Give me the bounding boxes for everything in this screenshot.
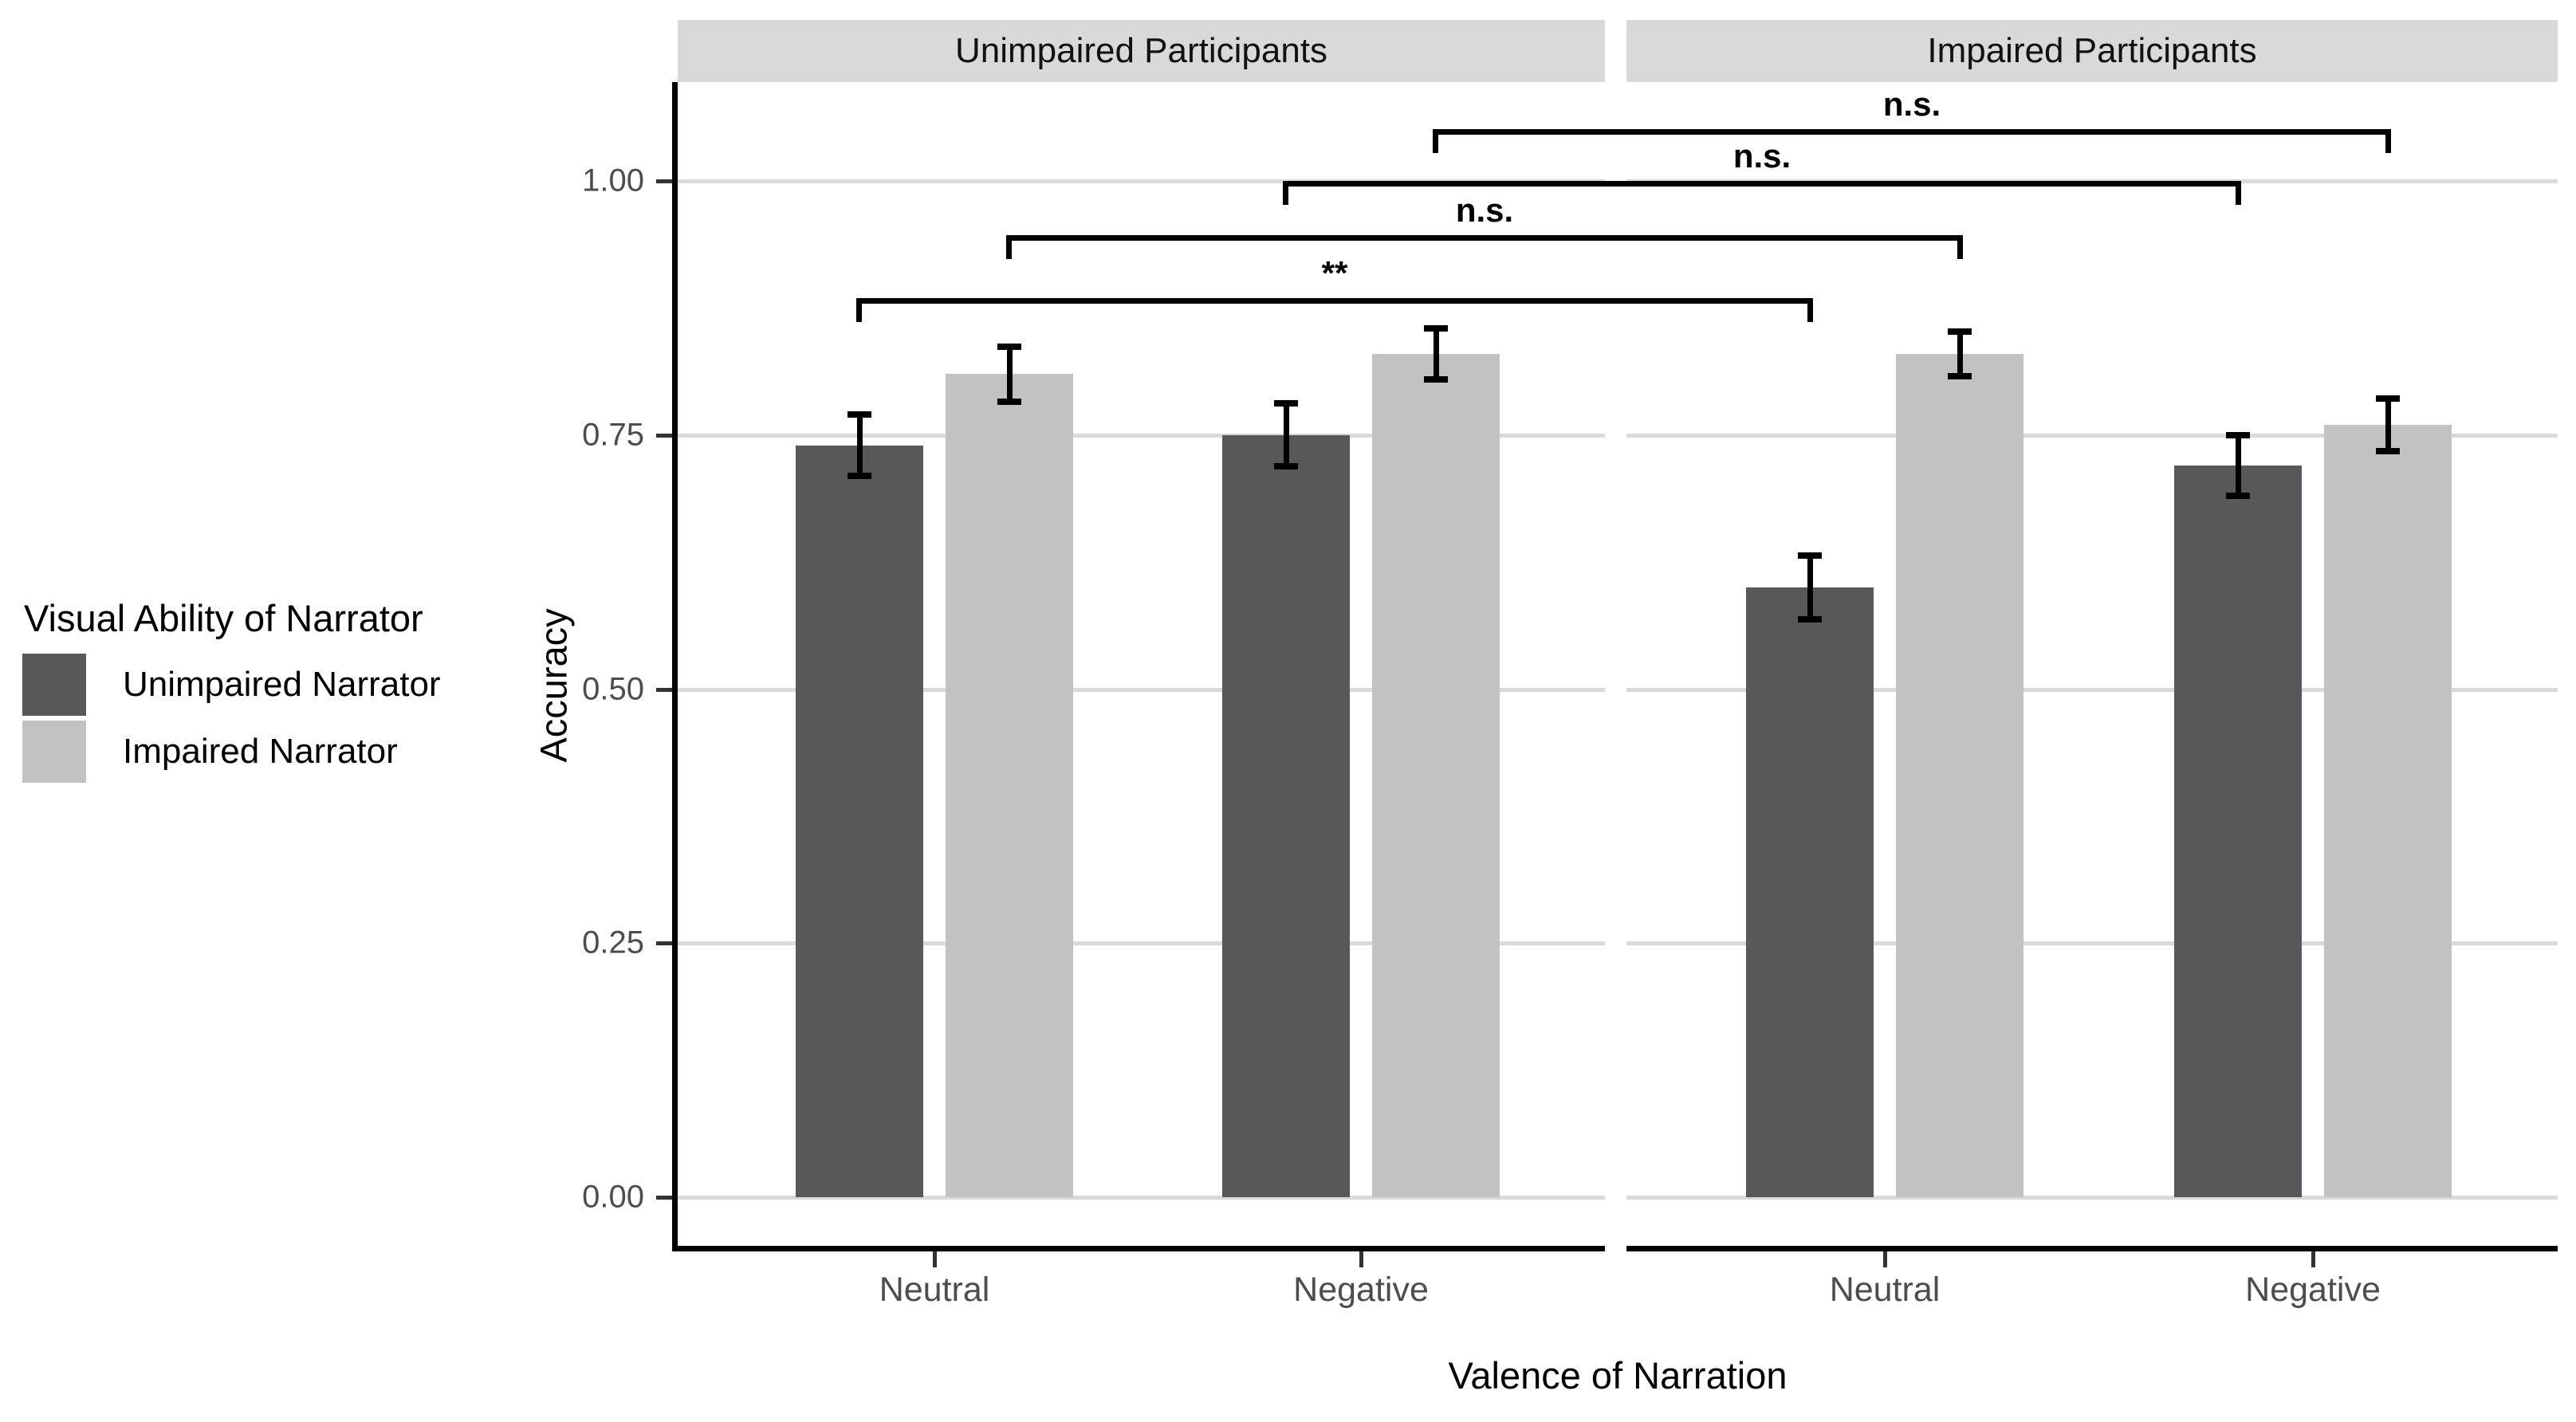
error-bar-cap-top-impaired-participants-neutral-impaired-narrator <box>1948 328 1972 335</box>
x-tick-neutral-panel1 <box>1883 1251 1887 1267</box>
y-tick-0.00 <box>656 1196 672 1200</box>
error-bar-cap-top-unimpaired-participants-negative-impaired-narrator <box>1424 325 1448 332</box>
significance-bracket-1 <box>1283 181 2241 205</box>
gridline-0.25-panel1 <box>1626 941 2558 945</box>
bar-unimpaired-participants-neutral-unimpaired-narrator <box>796 446 923 1197</box>
y-tick-0.25 <box>656 941 672 945</box>
error-bar-stem-impaired-participants-negative-impaired-narrator <box>2385 399 2391 451</box>
x-tick-neutral-panel0 <box>933 1251 937 1267</box>
error-bar-cap-bottom-impaired-participants-neutral-unimpaired-narrator <box>1798 616 1822 623</box>
error-bar-stem-unimpaired-participants-neutral-unimpaired-narrator <box>857 414 863 476</box>
bar-impaired-participants-neutral-unimpaired-narrator <box>1746 587 1874 1197</box>
error-bar-cap-bottom-unimpaired-participants-neutral-impaired-narrator <box>997 399 1021 405</box>
x-tick-negative-panel0 <box>1359 1251 1363 1267</box>
bar-impaired-participants-negative-impaired-narrator <box>2324 425 2452 1197</box>
gridline-0.50-panel0 <box>678 688 1605 692</box>
error-bar-cap-bottom-unimpaired-participants-negative-impaired-narrator <box>1424 376 1448 383</box>
significance-bracket-3 <box>856 298 1813 322</box>
legend-swatch-dark <box>22 654 86 716</box>
error-bar-cap-bottom-impaired-participants-negative-impaired-narrator <box>2376 448 2400 454</box>
error-bar-cap-top-unimpaired-participants-negative-unimpaired-narrator <box>1274 400 1298 407</box>
legend-item-unimpaired-narrator: Unimpaired Narrator <box>22 654 441 716</box>
legend-swatch-light <box>22 721 86 783</box>
significance-bracket-2 <box>1006 235 1963 259</box>
error-bar-stem-unimpaired-participants-neutral-impaired-narrator <box>1007 347 1013 402</box>
error-bar-cap-bottom-impaired-participants-neutral-impaired-narrator <box>1948 373 1972 379</box>
error-bar-cap-bottom-impaired-participants-negative-unimpaired-narrator <box>2226 493 2250 499</box>
error-bar-cap-bottom-unimpaired-participants-neutral-unimpaired-narrator <box>848 473 871 479</box>
significance-label-3: ** <box>1321 254 1348 292</box>
facet-strip-label: Impaired Participants <box>1927 31 2257 70</box>
significance-label-0: n.s. <box>1882 85 1941 123</box>
error-bar-stem-impaired-participants-neutral-impaired-narrator <box>1957 332 1963 376</box>
y-tick-label-0.00: 0.00 <box>582 1179 644 1215</box>
facet-strip-unimpaired-participants: Unimpaired Participants <box>678 20 1605 82</box>
significance-label-2: n.s. <box>1455 191 1514 229</box>
legend-label: Impaired Narrator <box>123 732 398 771</box>
y-tick-label-1.00: 1.00 <box>582 163 644 198</box>
bar-impaired-participants-neutral-impaired-narrator <box>1896 354 2023 1197</box>
legend-label: Unimpaired Narrator <box>123 665 441 704</box>
bar-unimpaired-participants-negative-unimpaired-narrator <box>1222 435 1350 1197</box>
y-tick-0.50 <box>656 688 672 692</box>
x-tick-negative-panel1 <box>2311 1251 2315 1267</box>
x-tick-label-neutral-panel0: Neutral <box>879 1271 990 1309</box>
gridline-0.50-panel1 <box>1626 688 2558 692</box>
error-bar-cap-bottom-unimpaired-participants-negative-unimpaired-narrator <box>1274 463 1298 469</box>
y-tick-label-0.50: 0.50 <box>582 671 644 707</box>
y-tick-label-0.75: 0.75 <box>582 417 644 453</box>
error-bar-cap-top-impaired-participants-neutral-unimpaired-narrator <box>1798 552 1822 559</box>
bar-impaired-participants-negative-unimpaired-narrator <box>2174 465 2302 1197</box>
error-bar-stem-unimpaired-participants-negative-impaired-narrator <box>1434 328 1439 379</box>
facet-strip-impaired-participants: Impaired Participants <box>1626 20 2558 82</box>
gridline-0.75-panel1 <box>1626 434 2558 438</box>
y-axis-line <box>672 82 678 1251</box>
x-tick-label-negative-panel0: Negative <box>1293 1271 1429 1309</box>
x-axis-title: Valence of Narration <box>1448 1354 1787 1396</box>
gridline-0.00-panel0 <box>678 1196 1605 1200</box>
gridline-1.00-panel0 <box>678 179 1605 183</box>
x-tick-label-neutral-panel1: Neutral <box>1829 1271 1941 1309</box>
x-axis-line-right-panel <box>1626 1246 2558 1251</box>
error-bar-cap-top-unimpaired-participants-neutral-impaired-narrator <box>997 344 1021 350</box>
significance-bracket-0 <box>1433 129 2391 153</box>
bar-unimpaired-participants-negative-impaired-narrator <box>1372 354 1500 1197</box>
gridline-0.00-panel1 <box>1626 1196 2558 1200</box>
x-tick-label-negative-panel1: Negative <box>2245 1271 2381 1309</box>
significance-label-1: n.s. <box>1732 137 1791 175</box>
error-bar-stem-impaired-participants-negative-unimpaired-narrator <box>2236 435 2241 496</box>
y-tick-1.00 <box>656 179 672 183</box>
y-tick-label-0.25: 0.25 <box>582 925 644 960</box>
gridline-0.25-panel0 <box>678 941 1605 945</box>
legend-title: Visual Ability of Narrator <box>24 597 423 639</box>
facet-strip-label: Unimpaired Participants <box>954 31 1328 70</box>
y-axis-title: Accuracy <box>532 608 575 763</box>
error-bar-stem-impaired-participants-neutral-unimpaired-narrator <box>1807 556 1813 619</box>
gridline-0.75-panel0 <box>678 434 1605 438</box>
error-bar-cap-top-unimpaired-participants-neutral-unimpaired-narrator <box>848 411 871 418</box>
x-axis-line-left-panel <box>678 1246 1605 1251</box>
y-tick-0.75 <box>656 434 672 438</box>
error-bar-cap-top-impaired-participants-negative-impaired-narrator <box>2376 395 2400 402</box>
bar-unimpaired-participants-neutral-impaired-narrator <box>946 374 1073 1197</box>
error-bar-stem-unimpaired-participants-negative-unimpaired-narrator <box>1284 403 1289 466</box>
error-bar-cap-top-impaired-participants-negative-unimpaired-narrator <box>2226 432 2250 438</box>
legend-item-impaired-narrator: Impaired Narrator <box>22 721 398 783</box>
